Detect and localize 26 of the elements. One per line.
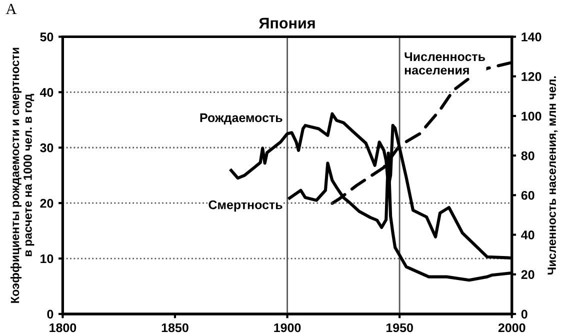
y-tick-label: 50 <box>40 32 54 42</box>
y2-tick-label: 60 <box>521 190 534 200</box>
y-tick-label: 30 <box>40 143 54 152</box>
series-label: Смертность <box>208 200 282 212</box>
y2-tick-label: 140 <box>522 32 542 42</box>
x-tick-label: 1950 <box>386 323 413 332</box>
y2-tick-label: 40 <box>521 230 534 240</box>
y2-tick-label: 80 <box>521 151 534 160</box>
y2-axis-title: Численность населения, млн чел. <box>548 76 558 275</box>
x-tick-label: 1900 <box>274 323 301 332</box>
y-tick-label: 40 <box>40 88 54 97</box>
x-tick-label: 2000 <box>498 323 526 332</box>
y2-tick-label: 120 <box>522 72 542 81</box>
y-axis-title: Коэффициенты рождаемости и смертности в расчете на 1000 чел. в год <box>10 48 34 303</box>
y2-tick-label: 100 <box>522 112 542 121</box>
series-label: Рождаемость <box>200 113 282 125</box>
y-tick-label: 20 <box>40 198 54 208</box>
y2-tick-label: 0 <box>521 310 528 319</box>
x-tick-label: 1850 <box>162 323 188 332</box>
chart-title: Япония <box>259 18 315 29</box>
y-tick-label: 0 <box>47 310 54 319</box>
x-tick-label: 1800 <box>50 323 76 332</box>
y-tick-label: 10 <box>40 254 54 264</box>
text: A <box>6 4 17 14</box>
series-label: Численность населения <box>404 52 486 75</box>
y2-tick-label: 20 <box>521 270 534 280</box>
